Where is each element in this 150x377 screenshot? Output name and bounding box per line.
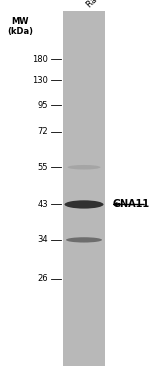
Text: 95: 95 [38, 101, 48, 110]
Text: 26: 26 [37, 274, 48, 284]
Text: 43: 43 [37, 200, 48, 209]
Text: 34: 34 [37, 235, 48, 244]
Text: 55: 55 [38, 163, 48, 172]
Text: 130: 130 [32, 76, 48, 85]
Ellipse shape [66, 237, 102, 242]
Text: GNA11: GNA11 [113, 199, 150, 210]
Ellipse shape [64, 200, 104, 208]
Bar [63, 11, 105, 366]
Text: 180: 180 [32, 55, 48, 64]
Text: Rat brain: Rat brain [85, 0, 118, 9]
FancyArrowPatch shape [114, 203, 144, 206]
Text: 72: 72 [37, 127, 48, 136]
Text: MW
(kDa): MW (kDa) [7, 17, 33, 36]
Ellipse shape [68, 165, 100, 170]
